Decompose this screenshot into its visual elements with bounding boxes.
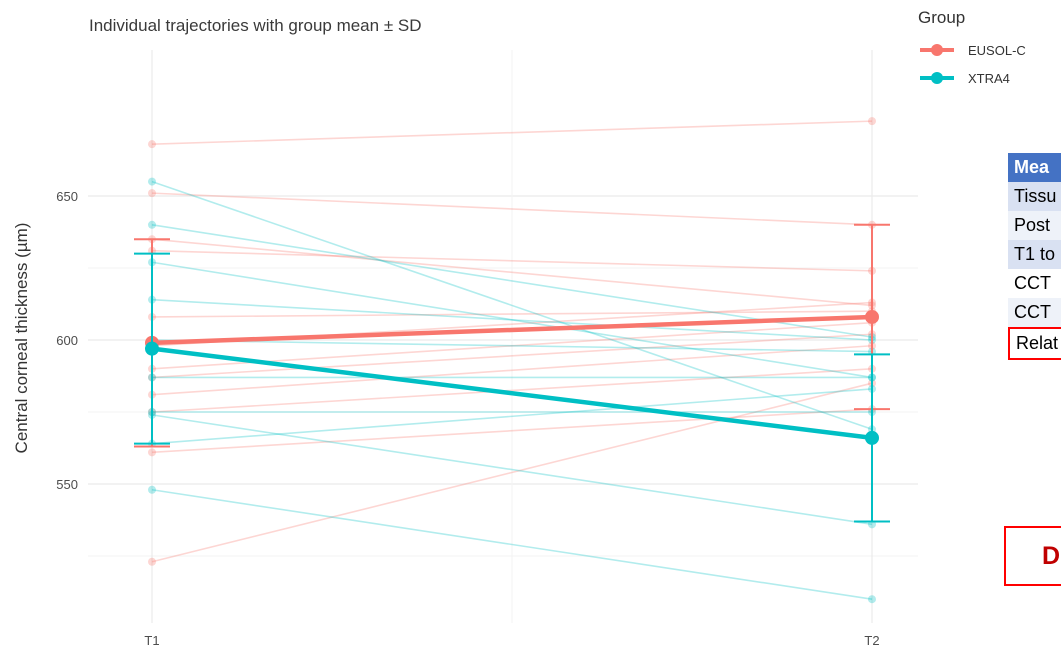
trajectory-line-eusol-c [151,368,873,413]
legend-title: Group [918,8,966,27]
trajectory-point-eusol-c [868,117,876,126]
trajectory-point-xtra4 [148,485,156,494]
x-tick-label: T1 [144,633,159,648]
trajectory-point-xtra4 [868,595,876,604]
trajectory-line-eusol-c [151,192,873,226]
table-row-highlighted: Relat [1008,327,1061,360]
mean-line-xtra4 [151,346,873,441]
table-row: CCT [1008,269,1061,298]
trajectory-point-xtra4 [148,220,156,229]
x-tick-label: T2 [864,633,879,648]
trajectory-line-xtra4 [151,388,873,445]
trajectory-line-xtra4 [151,298,873,341]
mean-line-eusol-c [151,314,873,346]
trajectory-line-eusol-c [151,249,873,272]
trajectory-line-xtra4 [151,339,873,353]
trajectory-line-eusol-c [151,321,873,370]
trajectory-point-eusol-c [148,448,156,457]
table-row: Post [1008,211,1061,240]
trajectory-point-xtra4 [148,177,156,186]
trajectory-line-xtra4 [151,488,873,600]
trajectory-line-eusol-c [151,238,873,307]
trajectory-line-eusol-c [151,120,873,145]
legend-label-eusol-c: EUSOL-C [968,42,1026,58]
legend-item-xtra4: XTRA4 [918,64,1026,92]
table-header-cell: Mea [1008,153,1061,182]
table-row: Tissu [1008,182,1061,211]
trajectory-point-eusol-c [148,140,156,149]
trajectory-line-eusol-c [151,382,873,563]
trajectory-line-eusol-c [151,344,873,396]
mean-point-xtra4 [865,430,879,445]
table-row: T1 to [1008,240,1061,269]
trajectory-line-xtra4 [151,261,873,379]
trajectory-point-eusol-c [148,189,156,198]
legend-key-xtra4 [920,72,954,84]
y-tick-label: 650 [56,189,78,204]
y-tick-label: 550 [56,477,78,492]
legend: Group EUSOL-C XTRA4 [918,8,1026,92]
trajectory-line-xtra4 [151,180,873,431]
summary-table-fragment: Mea Tissu Post T1 to CCT CCT Relat [1008,153,1061,360]
trajectory-line-eusol-c [151,333,873,379]
trajectory-line-eusol-c [151,310,873,318]
legend-key-eusol-c [920,44,954,56]
table-row: CCT [1008,298,1061,327]
conclusion-box: D [1004,526,1061,586]
legend-item-eusol-c: EUSOL-C [918,36,1026,64]
plot-panel [88,50,918,623]
y-tick-label: 600 [56,333,78,348]
chart-subtitle: Individual trajectories with group mean … [89,16,422,35]
mean-point-xtra4 [145,341,159,356]
trajectory-line-eusol-c [151,408,873,454]
trajectory-line-xtra4 [151,224,873,338]
chart-plot: 550 600 650 T1 T2 [56,50,918,648]
legend-label-xtra4: XTRA4 [968,70,1010,86]
trajectory-point-eusol-c [148,557,156,566]
trajectory-line-xtra4 [151,414,873,526]
mean-point-eusol-c [865,309,879,324]
